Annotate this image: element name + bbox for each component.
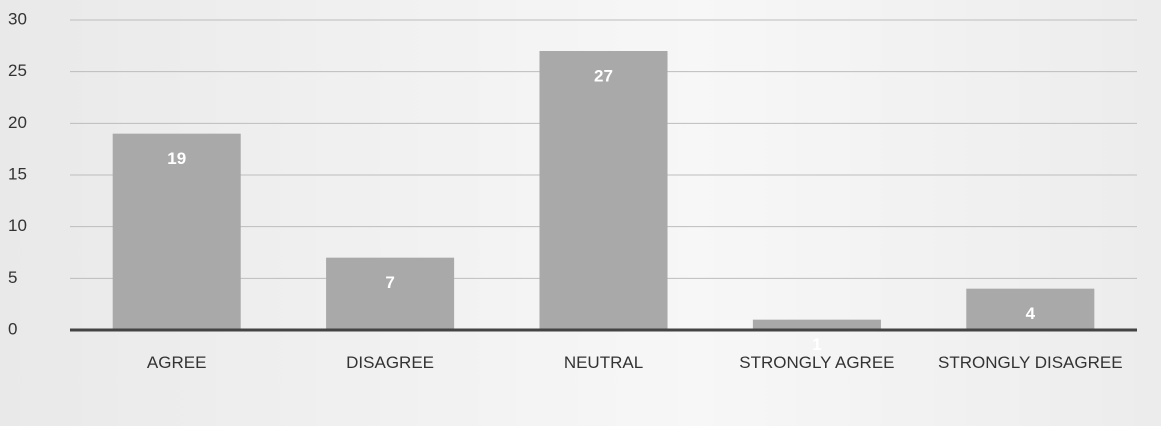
- bar: [966, 288, 1095, 330]
- data-label: 1: [812, 335, 821, 354]
- data-label: 4: [1026, 304, 1036, 323]
- y-tick-label: 20: [8, 113, 27, 132]
- y-tick-label: 25: [8, 61, 27, 80]
- x-tick-label: STRONGLY AGREE: [739, 353, 895, 372]
- bar: [112, 133, 241, 330]
- data-label: 7: [385, 273, 394, 292]
- bar: [539, 51, 668, 330]
- x-tick-label: STRONGLY DISAGREE: [938, 353, 1123, 372]
- y-tick-label: 30: [8, 9, 27, 28]
- x-tick-label: AGREE: [146, 353, 207, 372]
- y-tick-label: 10: [8, 216, 27, 235]
- y-tick-label: 0: [8, 319, 17, 338]
- data-label: 19: [167, 149, 186, 168]
- bar: [326, 257, 455, 330]
- y-tick-label: 15: [8, 164, 27, 183]
- y-tick-label: 5: [8, 268, 17, 287]
- data-label: 27: [594, 66, 613, 85]
- x-tick-label: NEUTRAL: [563, 353, 644, 372]
- x-tick-label: DISAGREE: [346, 353, 435, 372]
- bar: [752, 319, 881, 330]
